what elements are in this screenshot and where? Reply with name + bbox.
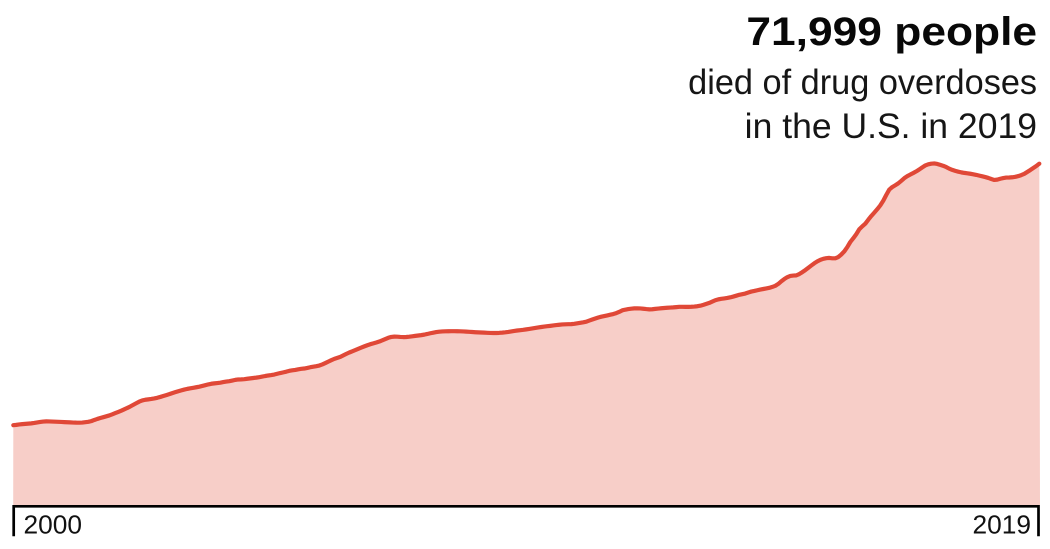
svg-text:2000: 2000 [24, 510, 83, 540]
svg-text:2019: 2019 [972, 510, 1031, 540]
